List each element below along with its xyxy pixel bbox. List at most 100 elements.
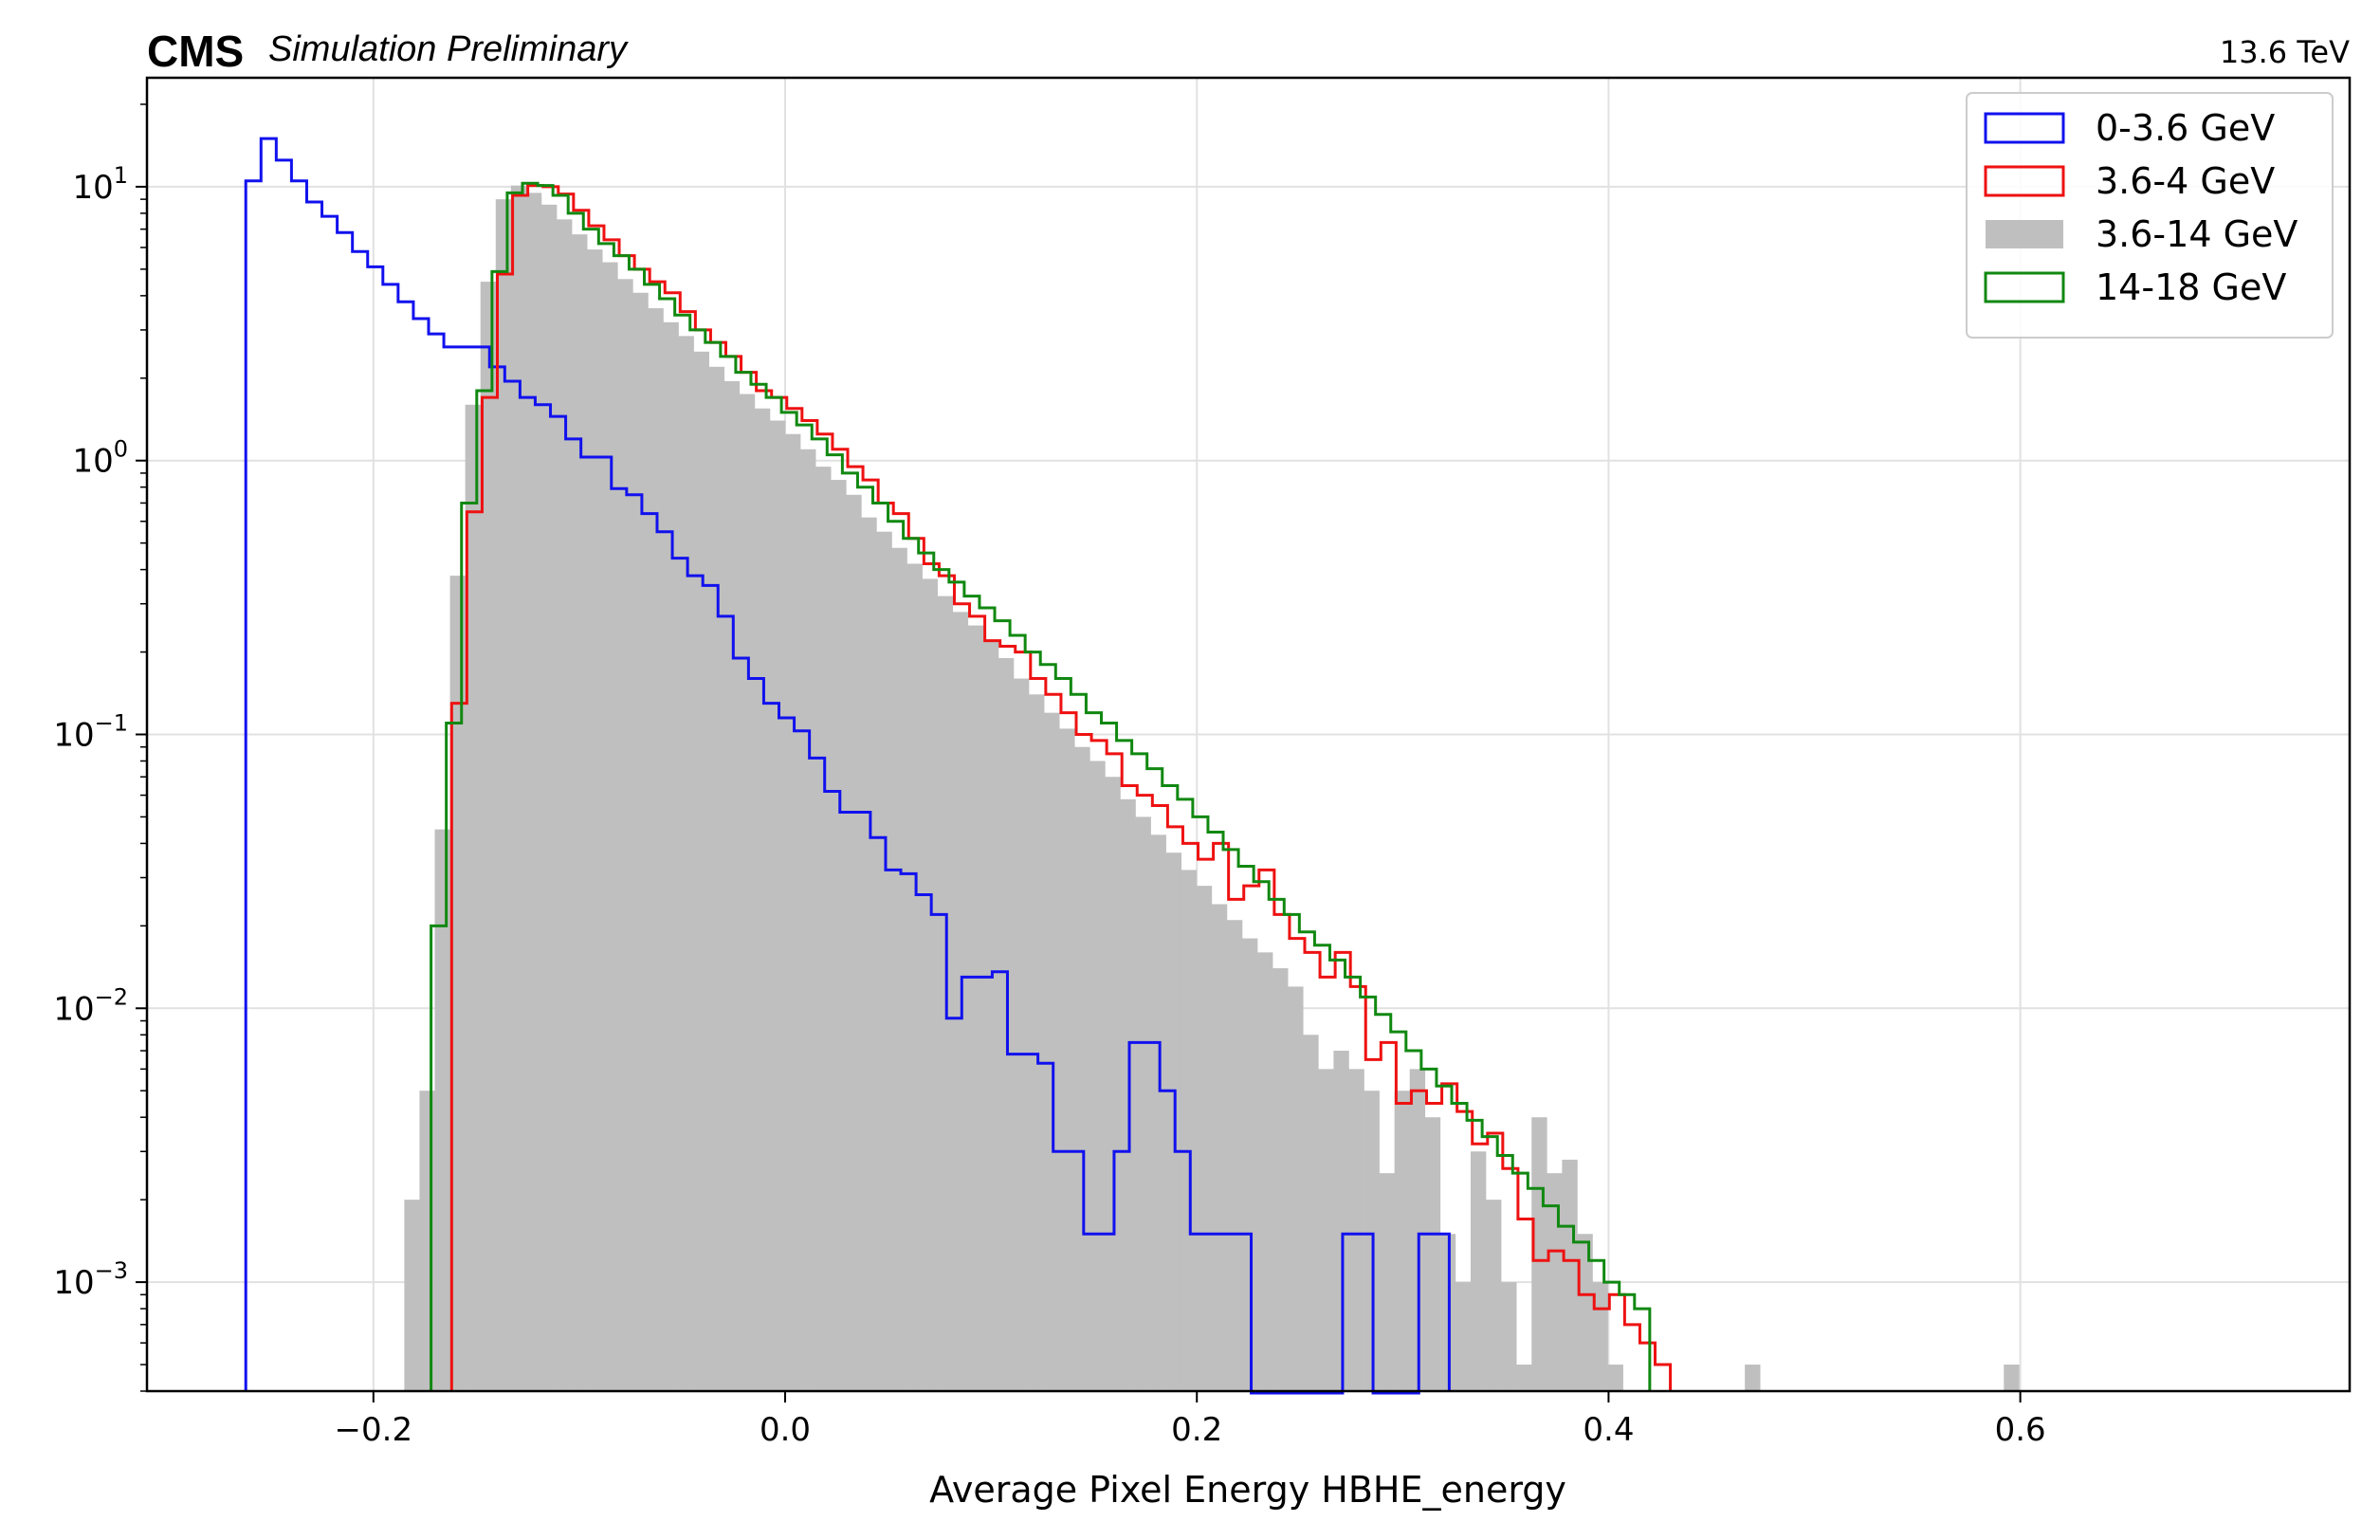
histogram-bar: [1211, 904, 1228, 1391]
histogram-bar: [602, 262, 618, 1392]
series-3.6-4-gev: [449, 184, 1673, 1391]
histogram-bar: [1486, 1200, 1502, 1391]
histogram-bar: [465, 404, 482, 1392]
histogram-bar: [769, 420, 786, 1391]
histogram-bar: [663, 321, 679, 1392]
series-14-18-gev: [430, 181, 1652, 1391]
histogram-bar: [1029, 694, 1045, 1391]
histogram-bar: [1607, 1365, 1623, 1391]
histogram-bar: [1014, 678, 1030, 1391]
histogram-bar: [815, 467, 832, 1391]
histogram-bar: [1745, 1365, 1761, 1391]
histogram-bar: [449, 576, 466, 1391]
legend-label: 3.6-4 GeV: [2096, 160, 2275, 202]
x-tick-label: 0.6: [1995, 1411, 2046, 1449]
y-tick-label: 100: [72, 436, 128, 481]
histogram-bar: [800, 449, 816, 1391]
histogram-bar: [693, 351, 709, 1391]
legend-label: 3.6-14 GeV: [2096, 213, 2298, 255]
legend: 0-3.6 GeV 3.6-4 GeV 3.6-14 GeV 14-18 GeV: [1966, 92, 2334, 339]
legend-swatch: [1984, 271, 2065, 303]
histogram-bar: [922, 578, 938, 1391]
legend-swatch: [1984, 165, 2065, 197]
histogram-bar: [2004, 1365, 2020, 1391]
y-tick-label: 101: [72, 162, 128, 207]
histogram-bar: [434, 829, 450, 1391]
x-axis-label: Average Pixel Energy HBHE_energy: [929, 1469, 1566, 1511]
histogram-bar: [1241, 938, 1258, 1391]
histogram-bar: [617, 279, 633, 1391]
histogram-bar: [632, 292, 649, 1391]
histogram-bar: [404, 1200, 420, 1391]
legend-entry-14-18-gev: 14-18 GeV: [1984, 266, 2286, 308]
histogram-bar: [861, 517, 877, 1391]
histogram-bar: [495, 199, 512, 1391]
histogram-bar: [1135, 816, 1151, 1391]
histogram-bar: [1318, 1069, 1334, 1391]
legend-swatch: [1986, 220, 2063, 248]
histogram-bar: [891, 547, 907, 1391]
legend-entry-0-3.6-gev: 0-3.6 GeV: [1984, 107, 2275, 149]
histogram-bar: [1394, 1091, 1411, 1391]
histogram-bar: [876, 531, 892, 1391]
y-tick-label: 10−1: [53, 710, 128, 755]
histogram-bar: [648, 308, 664, 1391]
histogram-bar: [1516, 1365, 1532, 1391]
histogram-bar: [1303, 1035, 1319, 1391]
histogram-bar: [1089, 761, 1106, 1391]
x-tick-label: 0.0: [760, 1411, 811, 1449]
histogram-bar: [419, 1091, 435, 1391]
histogram-bar: [1044, 712, 1060, 1391]
histogram-bar: [1074, 746, 1090, 1391]
histogram-bar: [831, 480, 847, 1392]
series-0-3.6-gev: [244, 137, 1451, 1395]
histogram-bar: [1272, 968, 1289, 1391]
histogram-bar: [678, 336, 694, 1392]
histogram-bar: [1409, 1069, 1426, 1391]
histogram-bar: [1455, 1282, 1472, 1391]
histogram-bar: [723, 380, 741, 1391]
histogram-bar: [587, 249, 603, 1392]
histogram-bar: [510, 185, 527, 1391]
histogram-bar: [1257, 952, 1273, 1391]
histogram-bar: [572, 234, 588, 1392]
legend-entry-3.6-4-gev: 3.6-4 GeV: [1984, 160, 2275, 202]
legend-swatch: [1984, 112, 2065, 144]
histogram-bar: [982, 640, 999, 1391]
legend-box: [1966, 92, 2334, 339]
histogram-bar: [1150, 834, 1166, 1391]
histogram-bar: [1501, 1282, 1517, 1391]
histogram-bar: [1424, 1117, 1441, 1391]
histogram-bar: [967, 625, 984, 1391]
histogram-bar: [785, 433, 801, 1391]
histogram-bar: [480, 282, 497, 1391]
ticks: −0.2 0.0 0.2 0.4 0.6 101 100 10−1 10−2 10−3: [53, 103, 2046, 1449]
series-layer: [244, 137, 2020, 1395]
histogram-bar: [1531, 1117, 1547, 1391]
histogram-bar: [1288, 986, 1304, 1391]
histogram-bar: [1059, 728, 1075, 1391]
histogram-bar: [1105, 777, 1121, 1391]
legend-label: 0-3.6 GeV: [2096, 107, 2275, 149]
histogram-bar: [1196, 886, 1213, 1391]
histogram-bar: [525, 192, 542, 1391]
energy-label: 13.6 TeV: [2220, 34, 2350, 70]
x-tick-label: 0.4: [1583, 1411, 1634, 1449]
histogram-bar: [906, 563, 923, 1391]
y-tick-label: 10−2: [53, 983, 128, 1028]
legend-entry-3.6-14-gev: 3.6-14 GeV: [1986, 213, 2298, 255]
cms-brand: CMS: [147, 27, 244, 76]
x-tick-label: −0.2: [335, 1411, 413, 1449]
histogram-bar: [846, 494, 862, 1391]
histogram-bar: [1562, 1159, 1578, 1391]
series-3.6-14-gev: [404, 185, 2020, 1392]
histogram-bar: [1226, 920, 1243, 1391]
histogram-bar: [540, 204, 558, 1392]
x-tick-label: 0.2: [1171, 1411, 1222, 1449]
histogram-bar: [557, 219, 573, 1391]
histogram-bar: [1470, 1151, 1487, 1391]
legend-label: 14-18 GeV: [2096, 266, 2286, 308]
histogram-bar: [1181, 870, 1198, 1391]
histogram-bar: [1379, 1173, 1395, 1391]
